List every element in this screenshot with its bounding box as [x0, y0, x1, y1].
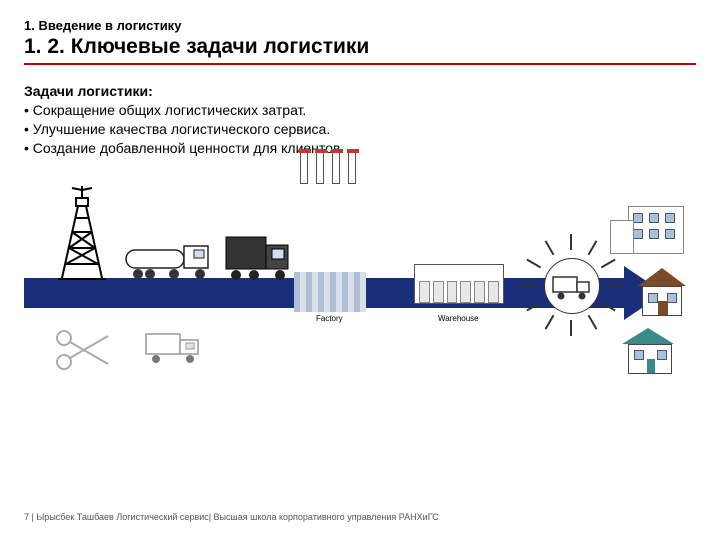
bullet-item: Улучшение качества логистического сервис… — [24, 120, 696, 139]
slide-title: 1. 2. Ключевые задачи логистики — [24, 35, 696, 63]
bullet-item: Сокращение общих логистических затрат. — [24, 101, 696, 120]
tanker-truck-icon — [124, 240, 214, 280]
bullet-item: Создание добавленной ценности для клиент… — [24, 139, 696, 158]
office-building-icon — [628, 206, 684, 254]
warehouse-icon — [414, 264, 504, 304]
office-side-icon — [610, 220, 634, 254]
tasks-list: Сокращение общих логистических затрат. У… — [24, 101, 696, 158]
tasks-subtitle: Задачи логистики: — [24, 83, 696, 99]
factory-label: Factory — [316, 314, 343, 323]
title-underline — [24, 63, 696, 65]
supply-chain-diagram: Factory Warehouse — [24, 178, 696, 398]
scissors-icon — [54, 328, 114, 372]
small-truck-icon — [144, 330, 204, 364]
supertitle: 1. Введение в логистику — [24, 18, 696, 33]
warehouse-label: Warehouse — [438, 314, 479, 323]
oil-derrick-icon — [52, 186, 112, 281]
slide-footer: 7 | Ырысбек Ташбаев Логистический сервис… — [24, 512, 439, 522]
semi-truck-icon — [224, 233, 294, 278]
